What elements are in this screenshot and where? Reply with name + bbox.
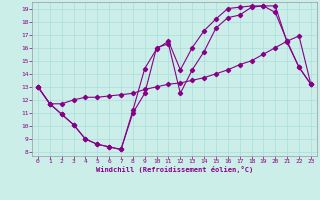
X-axis label: Windchill (Refroidissement éolien,°C): Windchill (Refroidissement éolien,°C)	[96, 166, 253, 173]
